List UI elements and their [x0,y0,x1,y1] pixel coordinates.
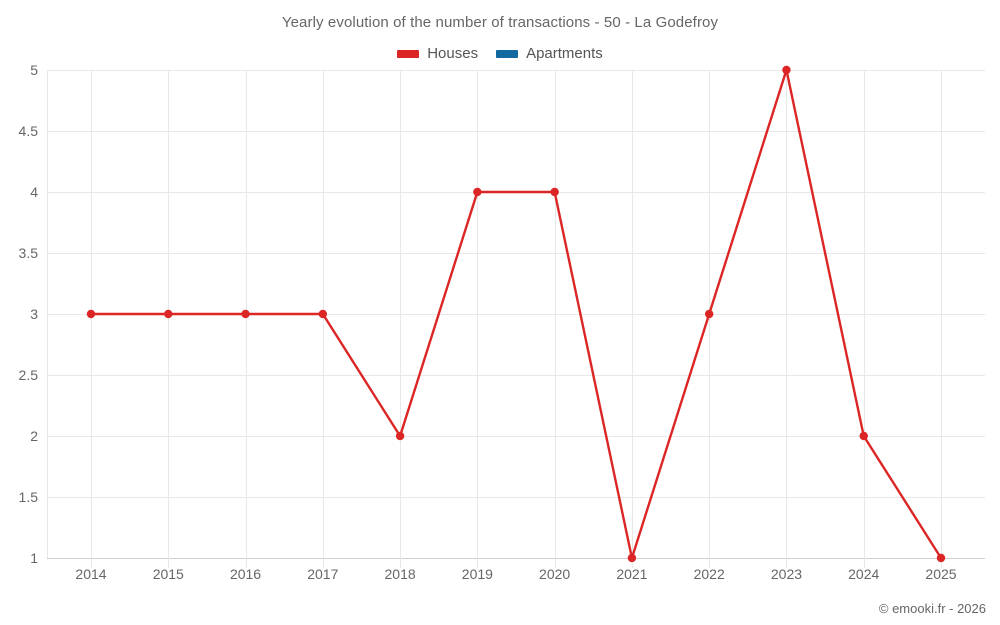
x-tick-label: 2020 [539,566,571,582]
x-tick-label: 2021 [616,566,648,582]
x-tick-label: 2023 [770,566,803,582]
x-tick-label: 2017 [307,566,339,582]
data-point-houses[interactable] [86,309,96,319]
data-point-houses[interactable] [859,431,868,441]
legend-swatch-apartments [496,49,519,58]
data-point-houses[interactable] [164,309,173,319]
legend-item-houses[interactable]: Houses [397,45,478,62]
y-tick-label: 2.5 [18,367,38,383]
x-tick-label: 2025 [925,566,957,582]
x-axis-labels: 2014 2015 2016 2017 2018 2019 2020 2021 2022 2023… [47,566,985,588]
y-tick-label: 1 [30,550,38,566]
y-tick-label: 5 [30,62,38,78]
footer-credit: © emooki.fr - 2026 [878,601,986,616]
legend-swatch-houses [397,49,420,58]
x-tick-label: 2022 [693,566,725,582]
legend-item-apartments[interactable]: Apartments [496,45,603,62]
data-point-houses[interactable] [550,187,559,197]
data-point-houses[interactable] [782,65,791,75]
x-tick-label: 2019 [461,566,493,582]
plot-area [47,65,985,568]
x-tick-label: 2024 [848,566,880,582]
data-point-houses[interactable] [395,431,405,441]
series-line-houses [91,65,943,563]
y-tick-label: 4.5 [18,123,38,139]
y-tick-label: 4 [30,184,38,200]
x-tick-label: 2018 [384,566,416,582]
x-tick-label: 2014 [75,566,107,582]
plot-svg [47,65,985,568]
x-tick-label: 2015 [152,566,184,582]
chart-title: Yearly evolution of the number of transa… [281,14,719,31]
data-point-houses[interactable] [627,553,637,563]
y-tick-label: 2 [30,428,38,444]
data-point-houses[interactable] [318,309,328,319]
legend-label-houses: Houses [427,45,479,62]
y-tick-label: 3.5 [18,245,38,261]
x-tick-label: 2016 [229,566,262,582]
y-axis-labels: 1 1.5 2 2.5 3 3.5 4 4.5 5 [0,62,38,566]
data-point-houses[interactable] [936,553,946,563]
data-point-houses[interactable] [473,187,482,197]
data-point-houses[interactable] [704,309,714,319]
y-tick-label: 3 [30,306,38,322]
legend-label-apartments: Apartments [526,45,603,62]
chart-legend: Houses Apartments [0,45,1000,62]
data-point-houses[interactable] [241,309,250,319]
y-tick-label: 1.5 [18,489,38,505]
